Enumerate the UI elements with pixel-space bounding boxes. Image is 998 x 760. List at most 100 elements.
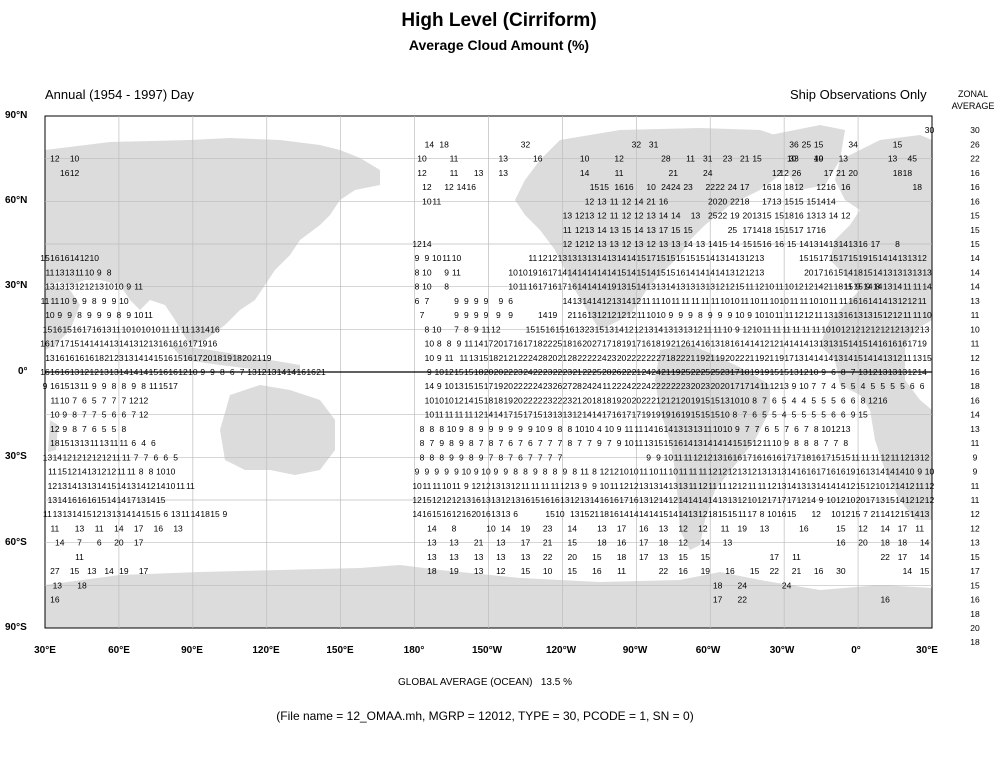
cell-value: 6	[97, 538, 102, 548]
cell-value: 12	[868, 395, 878, 405]
cell-value: 16	[811, 452, 821, 462]
cell-value: 10	[134, 310, 144, 320]
cell-value: 12	[622, 196, 632, 206]
cell-value: 12	[90, 367, 100, 377]
zonal-value: 12	[970, 523, 980, 533]
cell-value: 17	[730, 381, 740, 391]
cell-value: 7	[121, 395, 126, 405]
cell-value: 24	[597, 353, 607, 363]
cell-value: 16	[614, 182, 624, 192]
cell-value: 21	[671, 395, 681, 405]
cell-value: 17	[484, 339, 494, 349]
cell-value: 9	[67, 310, 72, 320]
cell-value: 20	[568, 552, 578, 562]
cell-value: 18	[474, 367, 484, 377]
cell-value: 12	[738, 481, 748, 491]
cell-value: 13	[858, 367, 868, 377]
cell-value: 22	[543, 339, 553, 349]
cell-value: 13	[876, 495, 886, 505]
cell-value: 22	[770, 566, 780, 576]
cell-value: 12	[511, 481, 521, 491]
cell-value: 7	[498, 438, 503, 448]
cell-value: 14	[494, 410, 504, 420]
cell-value: 16	[168, 367, 178, 377]
cell-value: 9	[415, 253, 420, 263]
cell-value: 18	[912, 182, 922, 192]
cell-value: 11	[432, 196, 441, 206]
cell-value: 14	[614, 324, 624, 334]
cell-value: 14	[129, 367, 139, 377]
cell-value: 12	[412, 495, 422, 505]
lon-label: 0°	[851, 645, 861, 656]
cell-value: 15	[742, 239, 752, 249]
cell-value: 9	[415, 467, 420, 477]
cell-value: 8	[752, 395, 757, 405]
cell-value: 13	[634, 239, 644, 249]
cell-value: 11	[452, 481, 461, 491]
cell-value: 15	[107, 481, 117, 491]
cell-value: 10	[422, 267, 432, 277]
cell-value: 22	[622, 367, 632, 377]
cell-value: 10	[619, 467, 629, 477]
cell-value: 22	[587, 353, 597, 363]
cell-value: 7	[577, 438, 582, 448]
cell-value: 8	[429, 452, 434, 462]
cell-value: 9	[747, 310, 752, 320]
cell-value: 8	[141, 381, 146, 391]
cell-value: 13	[789, 367, 799, 377]
cell-value: 10	[114, 282, 124, 292]
cell-value: 18	[740, 196, 750, 206]
cell-value: 13	[816, 211, 826, 221]
cell-value: 24	[671, 182, 681, 192]
cell-value: 14	[750, 381, 760, 391]
cell-value: 15	[710, 395, 720, 405]
cell-value: 15	[728, 509, 738, 519]
zonal-value: 16	[970, 595, 980, 605]
cell-value: 19	[738, 523, 748, 533]
cell-value: 13	[553, 410, 563, 420]
cell-value: 20	[848, 168, 858, 178]
cell-value: 10	[846, 495, 856, 505]
cell-value: 21	[651, 395, 661, 405]
cell-value: 10	[600, 481, 610, 491]
cell-value: 14	[597, 267, 607, 277]
cell-value: 10	[772, 438, 782, 448]
cell-value: 12	[738, 495, 748, 505]
cell-value: 11	[482, 324, 491, 334]
cell-value: 10	[604, 424, 614, 434]
cell-value: 11	[625, 424, 634, 434]
cell-value: 15	[794, 196, 804, 206]
cell-value: 16	[807, 467, 817, 477]
cell-value: 13	[499, 154, 509, 164]
cell-value: 10	[770, 296, 780, 306]
cell-value: 6	[831, 410, 836, 420]
cell-value: 12	[898, 296, 908, 306]
cell-value: 13	[696, 239, 706, 249]
cell-value: 12	[72, 452, 82, 462]
cell-value: 13	[656, 282, 666, 292]
cell-value: 15	[843, 282, 853, 292]
cell-value: 14	[873, 267, 883, 277]
cell-value: 10	[119, 296, 129, 306]
cell-value: 17	[523, 410, 533, 420]
cell-value: 12	[563, 239, 573, 249]
cell-value: 14	[659, 481, 669, 491]
cell-value: 7	[824, 438, 829, 448]
cell-value: 11	[721, 523, 730, 533]
cell-value: 12	[880, 324, 890, 334]
cell-value: 13	[58, 481, 68, 491]
cell-value: 13	[760, 523, 770, 533]
cell-value: 22	[730, 196, 740, 206]
cell-value: 16	[545, 324, 555, 334]
lon-label: 60°E	[108, 645, 130, 656]
cell-value: 24	[738, 580, 748, 590]
cell-value: 14	[829, 211, 839, 221]
cell-value: 22	[671, 381, 681, 391]
cell-value: 14	[799, 239, 809, 249]
cell-value: 14	[664, 424, 674, 434]
cell-value: 10	[646, 310, 656, 320]
cell-value: 19	[612, 395, 622, 405]
cell-value: 14	[597, 225, 607, 235]
cell-value: 12	[646, 239, 656, 249]
cell-value: 16	[60, 168, 70, 178]
